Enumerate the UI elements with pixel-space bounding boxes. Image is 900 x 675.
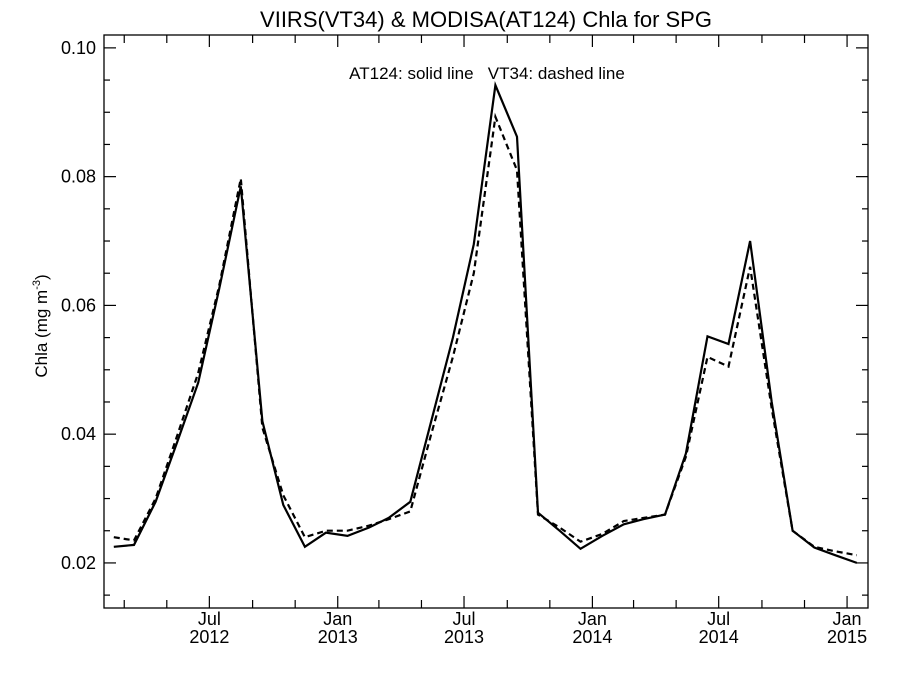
axes [103, 34, 869, 609]
chart-title: VIIRS(VT34) & MODISA(AT124) Chla for SPG [260, 7, 712, 32]
x-tick-label-year: 2013 [444, 627, 484, 647]
y-axis-label-main: Chla (mg m [32, 290, 51, 378]
x-tick-label-year: 2013 [318, 627, 358, 647]
series-line-vt34 [113, 112, 857, 557]
x-tick-label-month: Jan [578, 609, 607, 629]
y-tick-label: 0.08 [61, 167, 96, 187]
y-axis-label: Chla (mg m-3) [31, 274, 51, 377]
y-tick-label: 0.10 [61, 38, 96, 58]
series-group [113, 81, 858, 564]
plot-frame [103, 34, 869, 609]
x-tick-label-month: Jul [453, 609, 476, 629]
x-tick-label-year: 2015 [827, 627, 867, 647]
ticks: 0.020.040.060.080.10Jul2012Jan2013Jul201… [61, 35, 868, 647]
chart-annotation: AT124: solid line VT34: dashed line [349, 64, 625, 83]
y-tick-label: 0.02 [61, 553, 96, 573]
y-tick-label: 0.04 [61, 424, 96, 444]
y-tick-label: 0.06 [61, 295, 96, 315]
series-line-at124 [113, 81, 858, 564]
x-tick-label-year: 2014 [572, 627, 612, 647]
x-tick-label-year: 2014 [699, 627, 739, 647]
x-tick-label-year: 2012 [189, 627, 229, 647]
x-tick-label-month: Jan [833, 609, 862, 629]
y-axis-label-close: ) [32, 274, 51, 280]
x-tick-label-month: Jan [323, 609, 352, 629]
x-tick-label-month: Jul [198, 609, 221, 629]
x-tick-label-month: Jul [707, 609, 730, 629]
y-axis-label-sup: -3 [31, 280, 43, 290]
